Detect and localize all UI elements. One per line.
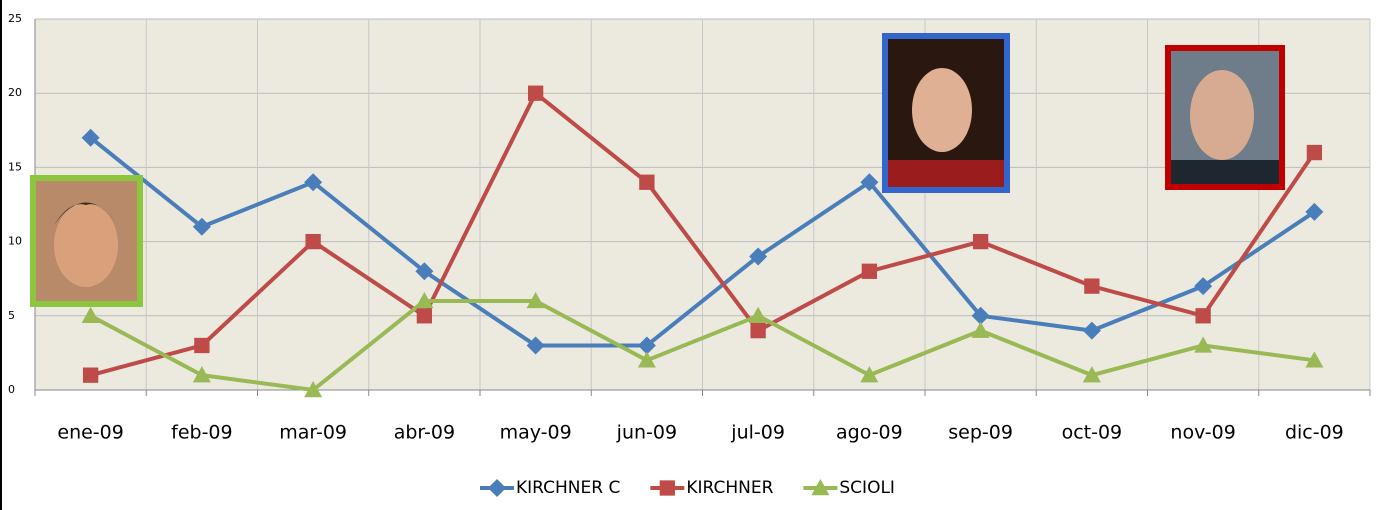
clothes: [888, 160, 1004, 187]
x-tick-label: sep-09: [948, 422, 1013, 444]
legend: KIRCHNER C KIRCHNER SCIOLI: [480, 478, 895, 498]
data-point: [750, 323, 765, 338]
data-point: [417, 308, 432, 323]
photo-scioli: [33, 178, 140, 304]
x-tick-label: ago-09: [836, 422, 903, 444]
data-point: [862, 264, 877, 279]
data-point: [1195, 308, 1210, 323]
x-tick-label: ene-09: [57, 422, 123, 444]
x-tick-label: jul-09: [730, 422, 785, 444]
x-tick-label: nov-09: [1170, 422, 1235, 444]
data-point: [1307, 145, 1322, 160]
data-point: [83, 368, 98, 383]
y-tick-label: 20: [8, 86, 22, 99]
x-tick-label: may-09: [500, 422, 572, 444]
x-tick-label: mar-09: [279, 422, 347, 444]
y-tick-label: 25: [8, 12, 22, 25]
photo-kirchner-c: [885, 36, 1007, 190]
data-point: [639, 175, 654, 190]
y-tick-label: 0: [8, 383, 15, 396]
data-point: [528, 86, 543, 101]
x-tick-label: dic-09: [1285, 422, 1344, 444]
legend-label: KIRCHNER: [686, 478, 773, 498]
face: [912, 68, 972, 152]
chart: 0 5 10 15 20 25 ene-09 feb-09 mar-09 abr-09 may-09…: [0, 0, 1376, 510]
data-point: [194, 338, 209, 353]
data-point: [1084, 278, 1099, 293]
page: {"chart_data": {"type": "line", "categor…: [0, 0, 1376, 510]
legend-label: SCIOLI: [839, 478, 895, 498]
x-tick-label: jun-09: [616, 422, 677, 444]
x-tick-label: abr-09: [394, 422, 455, 444]
face: [54, 203, 118, 287]
data-point: [305, 234, 320, 249]
legend-marker: [488, 479, 506, 497]
photo-kirchner: [1168, 48, 1282, 187]
legend-marker: [660, 480, 675, 495]
data-point: [973, 234, 988, 249]
y-tick-label: 10: [8, 235, 22, 248]
y-tick-label: 15: [8, 160, 22, 173]
clothes: [1171, 160, 1279, 184]
legend-label: KIRCHNER C: [516, 478, 620, 498]
face: [1190, 70, 1254, 160]
x-tick-label: oct-09: [1062, 422, 1123, 444]
x-tick-label: feb-09: [171, 422, 232, 444]
y-tick-label: 5: [8, 309, 15, 322]
